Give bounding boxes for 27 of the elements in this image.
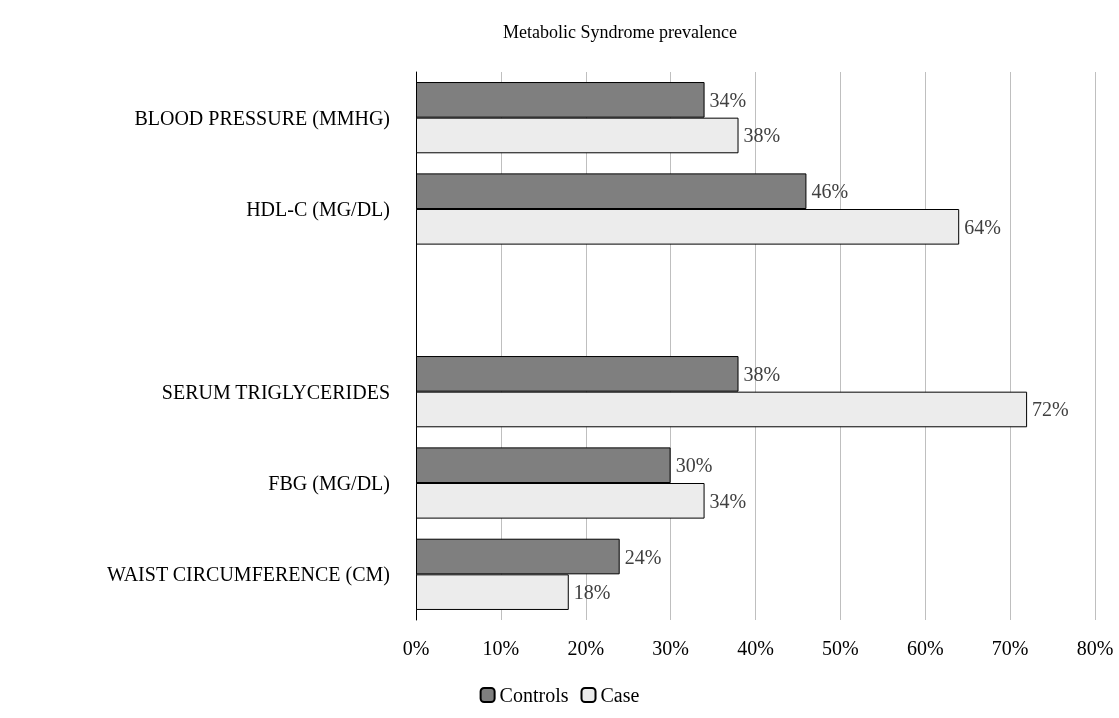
data-label: 38% [743,362,781,385]
y-tick-label: BLOOD PRESSURE (MMHG) [134,106,390,130]
x-tick-label: 80% [1076,637,1114,659]
y-tick-label: WAIST CIRCUMFERENCE (CM) [107,563,390,587]
y-tick-label: HDL-C (MG/DL) [246,198,390,221]
data-label: 64% [964,215,1001,238]
legend-label: Controls [499,684,569,706]
x-tick-label: 70% [991,637,1029,659]
data-label: 18% [573,581,611,604]
data-label: 24% [624,545,662,568]
data-label: 34% [709,489,747,512]
data-label: 30% [675,454,713,477]
data-label: 38% [743,124,781,147]
x-tick-label: 40% [737,637,774,659]
data-label: 34% [709,88,747,111]
x-tick-label: 60% [906,637,944,659]
legend-label: Case [600,684,640,706]
x-tick-label: 50% [822,637,859,659]
y-tick-label: SERUM TRIGLYCERIDES [161,380,390,403]
x-tick-label: 20% [567,637,605,659]
data-label: 46% [811,180,849,203]
y-tick-label: FBG (MG/DL) [268,472,390,495]
x-tick-label: 30% [652,637,689,659]
x-tick-label: 10% [482,637,520,659]
chart-title: Metabolic Syndrome prevalence [503,22,737,42]
x-tick-label: 0% [402,637,430,659]
data-label: 72% [1032,398,1069,421]
